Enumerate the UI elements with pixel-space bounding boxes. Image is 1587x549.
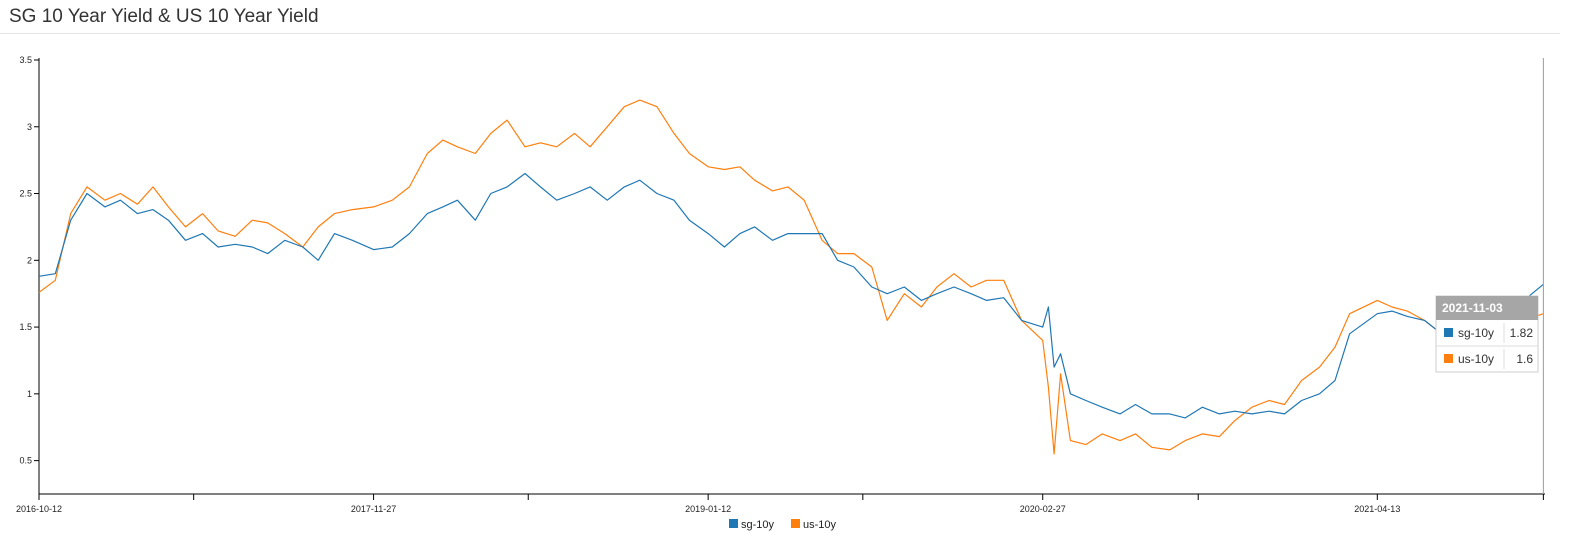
- tooltip-value: 1.82: [1510, 326, 1534, 340]
- x-tick-label: 2021-04-13: [1354, 504, 1400, 514]
- y-tick-label: 3.5: [19, 55, 32, 65]
- legend-swatch-us-10y: [791, 519, 800, 528]
- x-tick-label: 2017-11-27: [351, 504, 396, 514]
- tooltip-value: 1.6: [1516, 352, 1533, 366]
- tooltip-series-name: us-10y: [1458, 352, 1494, 366]
- tooltip-header: [1436, 296, 1538, 320]
- x-tick-label: 2019-01-12: [685, 504, 731, 514]
- chart-lines: [38, 99, 1544, 455]
- tooltip-swatch: [1444, 328, 1453, 337]
- tooltip-series-name: sg-10y: [1458, 326, 1494, 340]
- series-line-sg-10y: [38, 172, 1544, 419]
- line-chart: 0.5 1 1.5 2 2.5 3 3.5 2016-10-12 2017-11-27 2019-…: [16, 55, 1545, 531]
- legend-label-sg-10y: sg-10y: [741, 519, 775, 531]
- legend-swatch-sg-10y: [729, 519, 738, 528]
- chart-legend: sg-10y us-10y: [729, 519, 837, 531]
- series-line-us-10y: [38, 99, 1544, 455]
- tooltip: 2021-11-03 sg-10y 1.82 us-10y 1.6: [1435, 295, 1539, 373]
- y-tick-label: 0.5: [19, 456, 32, 466]
- y-tick-label: 2.5: [19, 189, 32, 199]
- y-tick-label: 2: [27, 255, 32, 265]
- y-tick-label: 1: [27, 389, 32, 399]
- tooltip-swatch: [1444, 354, 1453, 363]
- x-tick-label: 2020-02-27: [1020, 504, 1066, 514]
- chart-title: SG 10 Year Yield & US 10 Year Yield: [9, 6, 319, 27]
- tooltip-date: 2021-11-03: [1442, 301, 1503, 315]
- legend-label-us-10y: us-10y: [803, 519, 837, 531]
- chart-header: SG 10 Year Yield & US 10 Year Yield: [0, 0, 1560, 34]
- y-tick-label: 3: [27, 122, 32, 132]
- y-tick-label: 1.5: [19, 322, 32, 332]
- x-tick-label: 2016-10-12: [16, 504, 62, 514]
- chart-axes: 0.5 1 1.5 2 2.5 3 3.5 2016-10-12 2017-11-27 2019-…: [16, 55, 1545, 514]
- hover-layer: 2021-11-03 sg-10y 1.82 us-10y 1.6: [1435, 58, 1544, 494]
